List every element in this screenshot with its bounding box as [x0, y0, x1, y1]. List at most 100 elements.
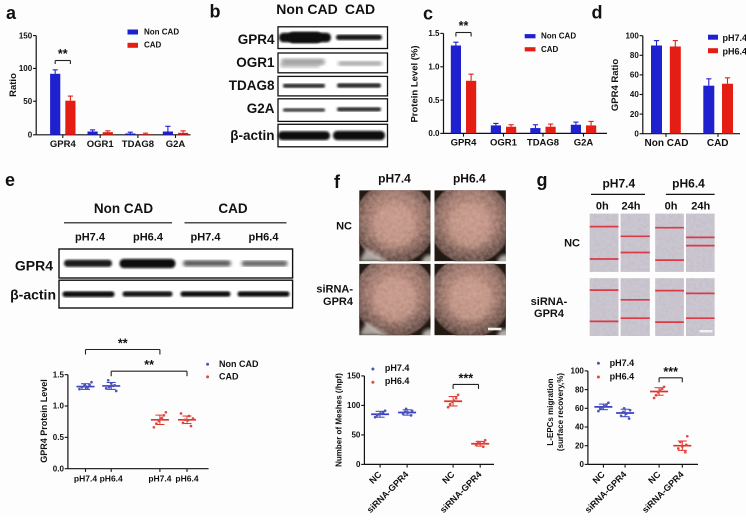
svg-text:Non CAD: Non CAD	[276, 1, 337, 17]
svg-text:0.5: 0.5	[53, 433, 65, 442]
svg-text:siRNA-: siRNA-	[531, 296, 568, 308]
svg-text:pH7.4: pH7.4	[610, 358, 635, 368]
svg-text:Number of Meshes (/hpf): Number of Meshes (/hpf)	[335, 373, 344, 467]
svg-text:100: 100	[19, 64, 33, 73]
svg-text:CAD: CAD	[219, 372, 239, 382]
svg-text:pH7.4: pH7.4	[148, 474, 171, 484]
svg-text:GPR4: GPR4	[238, 32, 275, 47]
svg-text:a: a	[6, 3, 17, 23]
svg-text:NC: NC	[564, 238, 580, 250]
svg-text:0: 0	[356, 460, 361, 469]
svg-text:0h: 0h	[596, 201, 609, 213]
svg-text:0.5: 0.5	[428, 96, 440, 105]
svg-text:CAD: CAD	[218, 201, 247, 216]
svg-text:pH7.4: pH7.4	[723, 33, 746, 43]
svg-text:CAD: CAD	[707, 138, 729, 149]
svg-text:***: ***	[459, 371, 474, 385]
svg-text:GPR4 Protein Level: GPR4 Protein Level	[39, 379, 49, 463]
svg-text:0.0: 0.0	[53, 464, 65, 473]
svg-text:OGR1: OGR1	[236, 55, 275, 70]
svg-text:GPR4: GPR4	[323, 296, 354, 308]
svg-text:50: 50	[351, 431, 360, 440]
svg-text:80: 80	[575, 385, 584, 394]
svg-text:d: d	[592, 3, 603, 23]
svg-text:pH7.4: pH7.4	[191, 232, 222, 244]
svg-text:pH6.4: pH6.4	[453, 172, 486, 186]
svg-text:siRNA-: siRNA-	[316, 284, 353, 296]
svg-text:100: 100	[571, 367, 585, 376]
svg-text:Non CAD: Non CAD	[144, 27, 179, 36]
svg-text:0h: 0h	[665, 201, 678, 213]
svg-text:80: 80	[630, 51, 639, 60]
svg-text:pH6.4: pH6.4	[175, 474, 198, 484]
svg-text:pH6.4: pH6.4	[100, 474, 123, 484]
svg-text:g: g	[537, 170, 548, 190]
svg-text:**: **	[459, 19, 469, 33]
svg-text:60: 60	[630, 71, 639, 80]
svg-text:150: 150	[347, 372, 361, 381]
svg-text:b: b	[210, 2, 221, 22]
svg-text:1.0: 1.0	[53, 402, 65, 411]
svg-text:0: 0	[634, 129, 639, 138]
svg-text:e: e	[5, 170, 15, 190]
svg-text:Non CAD: Non CAD	[645, 138, 689, 149]
svg-text:1.0: 1.0	[428, 63, 440, 72]
svg-text:c: c	[423, 4, 433, 24]
svg-text:**: **	[118, 337, 128, 351]
svg-text:60: 60	[575, 404, 584, 413]
svg-text:150: 150	[19, 31, 33, 40]
svg-text:0.0: 0.0	[428, 129, 440, 138]
svg-text:24h: 24h	[691, 201, 710, 213]
svg-text:TDAG8: TDAG8	[122, 139, 154, 150]
svg-text:pH7.4: pH7.4	[602, 177, 635, 191]
svg-text:24h: 24h	[622, 201, 641, 213]
svg-text:1.5: 1.5	[428, 29, 440, 38]
svg-text:0: 0	[28, 131, 33, 140]
svg-text:CAD: CAD	[345, 1, 375, 17]
svg-text:Non CAD: Non CAD	[94, 201, 153, 216]
svg-text:TDAG8: TDAG8	[527, 138, 559, 149]
svg-text:pH7.4: pH7.4	[385, 363, 410, 373]
svg-text:GPR4: GPR4	[50, 139, 77, 150]
svg-text:pH6.4: pH6.4	[385, 376, 410, 386]
svg-text:β-actin: β-actin	[230, 128, 274, 143]
svg-text:40: 40	[630, 90, 639, 99]
svg-text:GPR4 Ratio: GPR4 Ratio	[610, 59, 621, 111]
svg-text:100: 100	[347, 401, 361, 410]
svg-text:50: 50	[23, 97, 32, 106]
svg-text:pH6.4: pH6.4	[672, 177, 705, 191]
svg-text:100: 100	[625, 31, 639, 40]
svg-text:pH6.4: pH6.4	[723, 47, 746, 57]
svg-text:**: **	[58, 47, 68, 61]
svg-text:NC: NC	[336, 221, 352, 233]
svg-text:G2A: G2A	[574, 138, 594, 149]
svg-text:Ratio: Ratio	[8, 73, 19, 97]
svg-text:GPR4: GPR4	[15, 258, 53, 274]
svg-text:CAD: CAD	[144, 41, 162, 50]
svg-text:GPR4: GPR4	[451, 138, 478, 149]
svg-text:G2A: G2A	[166, 139, 186, 150]
svg-text:OGR1: OGR1	[87, 139, 115, 150]
svg-text:0: 0	[579, 460, 584, 469]
svg-text:G2A: G2A	[247, 101, 275, 116]
svg-text:GPR4: GPR4	[534, 308, 565, 320]
svg-text:TDAG8: TDAG8	[229, 78, 275, 93]
svg-text:L-EPCs migration: L-EPCs migration	[546, 378, 555, 445]
svg-text:1.5: 1.5	[53, 370, 65, 379]
svg-text:Protein Level (%): Protein Level (%)	[410, 45, 421, 122]
svg-text:pH7.4: pH7.4	[378, 172, 411, 186]
svg-text:β-actin: β-actin	[10, 287, 56, 303]
svg-text:40: 40	[575, 423, 584, 432]
svg-text:Non CAD: Non CAD	[541, 32, 576, 41]
svg-text:f: f	[334, 172, 341, 192]
svg-text:OGR1: OGR1	[490, 138, 518, 149]
svg-text:pH6.4: pH6.4	[610, 372, 635, 382]
svg-text:Non CAD: Non CAD	[219, 359, 259, 369]
svg-text:CAD: CAD	[541, 45, 559, 54]
svg-text:(surface recovery,%): (surface recovery,%)	[556, 373, 565, 451]
svg-text:***: ***	[663, 365, 678, 379]
svg-text:pH6.4: pH6.4	[249, 232, 280, 244]
svg-text:**: **	[144, 358, 154, 372]
svg-text:pH7.4: pH7.4	[74, 474, 97, 484]
svg-text:20: 20	[630, 110, 639, 119]
